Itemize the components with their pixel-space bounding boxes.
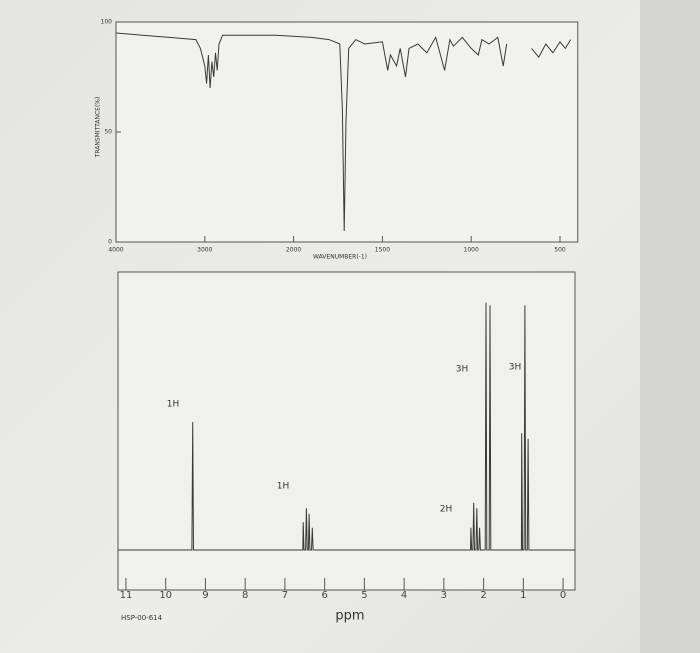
x-tick-label: 1 <box>520 590 526 601</box>
x-tick-label: 3000 <box>197 247 212 254</box>
x-tick-label: 9 <box>202 590 208 601</box>
y-tick-label: 50 <box>104 129 112 136</box>
integration-label: 2H <box>440 505 453 515</box>
x-tick-label: 4000 <box>108 247 123 254</box>
integration-label: 1H <box>167 400 180 410</box>
spectrum-line <box>118 302 575 551</box>
integration-label: 3H <box>509 363 522 373</box>
y-tick-label: 100 <box>101 19 113 26</box>
x-tick-label: 1500 <box>375 247 390 254</box>
y-tick-label: 0 <box>108 239 112 246</box>
x-tick-label: 6 <box>321 590 327 601</box>
x-tick-label: 2000 <box>286 247 301 254</box>
integration-label: 1H <box>277 482 290 492</box>
x-axis-label: ppm <box>335 609 364 624</box>
paper-edge <box>640 0 700 653</box>
x-tick-label: 11 <box>120 590 133 601</box>
x-axis-label: WAVENUMBER(-1) <box>313 254 367 261</box>
x-tick-label: 4 <box>401 590 407 601</box>
x-tick-label: 1000 <box>464 247 479 254</box>
plot-frame <box>115 21 579 243</box>
x-tick-label: 7 <box>282 590 288 601</box>
x-tick-label: 0 <box>560 590 566 601</box>
integration-label: 3H <box>456 365 469 375</box>
x-tick-label: 500 <box>554 247 566 254</box>
plot-frame <box>117 271 576 591</box>
footnote: HSP-00-614 <box>121 614 163 622</box>
x-tick-label: 8 <box>242 590 248 601</box>
x-tick-label: 3 <box>441 590 447 601</box>
y-axis-label: TRANSMITTANCE(%) <box>95 97 102 159</box>
spectrum-line <box>115 32 572 232</box>
x-tick-label: 2 <box>480 590 486 601</box>
x-tick-label: 10 <box>159 590 172 601</box>
x-tick-label: 5 <box>361 590 367 601</box>
